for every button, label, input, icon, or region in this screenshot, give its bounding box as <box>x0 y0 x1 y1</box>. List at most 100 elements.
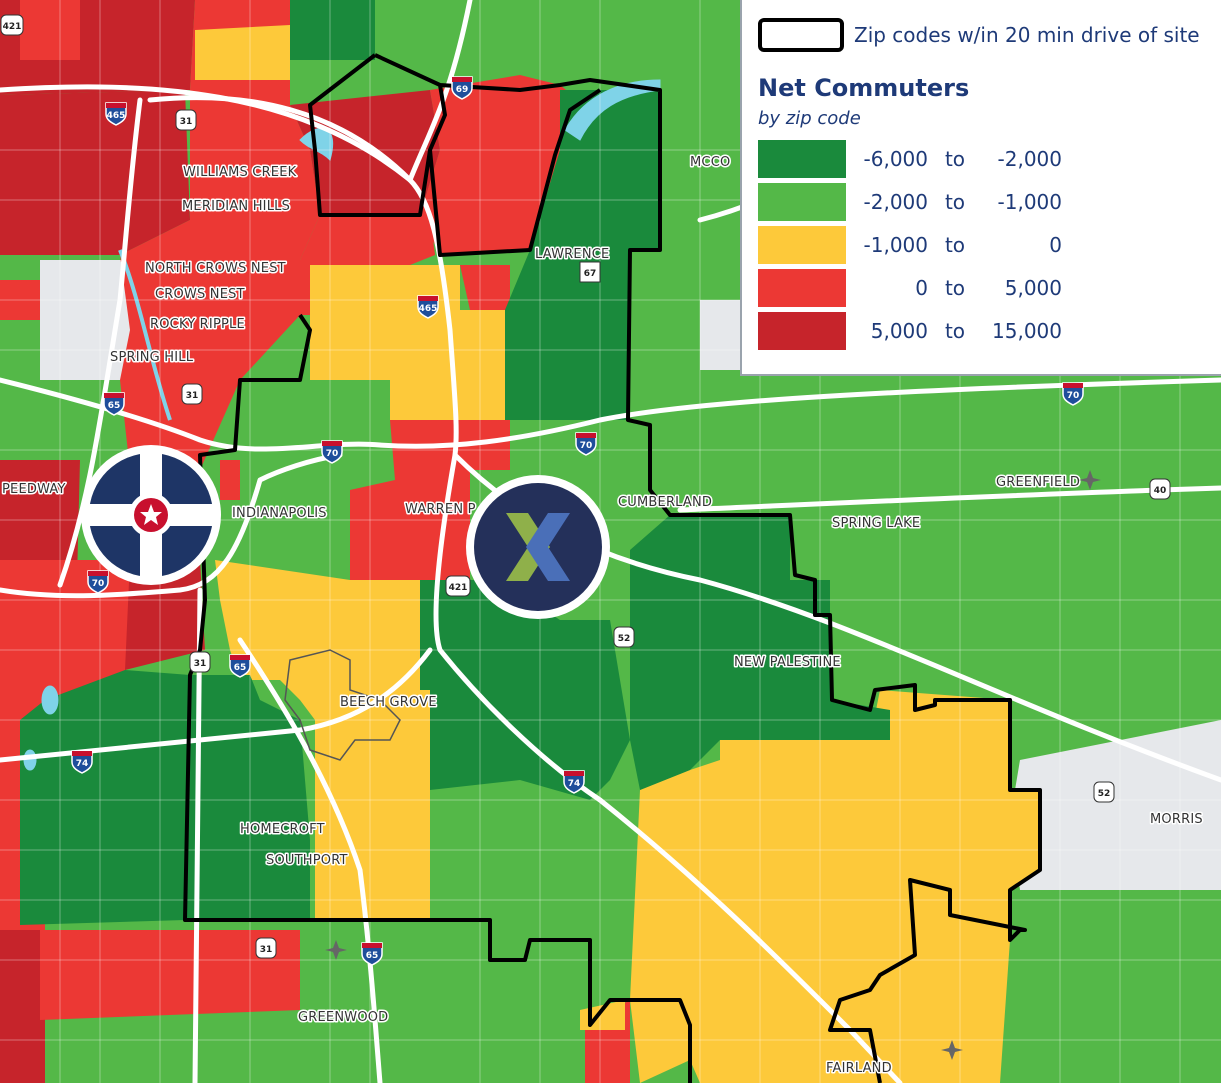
interstate-shield: 70 <box>1062 382 1084 406</box>
label-cumberland: CUMBERLAND <box>618 495 712 510</box>
airport-icon <box>325 470 1101 1060</box>
interstate-shield: 65 <box>103 392 125 416</box>
svg-text:31: 31 <box>194 659 207 669</box>
label-warren-park: WARREN P <box>405 502 476 517</box>
svg-text:65: 65 <box>108 401 121 411</box>
legend-bin-high: -1,000 <box>997 190 1062 214</box>
svg-text:70: 70 <box>580 441 593 451</box>
interstate-shield: 65 <box>361 942 383 966</box>
legend-bin: 0 to 5,000 <box>758 269 1188 307</box>
label-fairland: FAIRLAND <box>826 1061 892 1076</box>
label-meridian-hills: MERIDIAN HILLS <box>182 199 290 214</box>
label-new-palestine: NEW PALESTINE <box>734 655 841 670</box>
label-north-crows-nest: NORTH CROWS NEST <box>145 261 286 276</box>
us-route-shield: 40 <box>1149 478 1171 500</box>
legend-bin-high: -2,000 <box>997 147 1062 171</box>
us-route-shield: 31 <box>175 109 197 131</box>
legend-subtitle: by zip code <box>758 108 861 129</box>
legend-bin: -6,000 to -2,000 <box>758 140 1188 178</box>
interstate-shield: 74 <box>563 770 585 794</box>
legend-bin-high: 0 <box>1049 233 1062 257</box>
legend-title: Net Commuters <box>758 74 970 102</box>
interstate-shield: 465 <box>417 295 439 319</box>
svg-text:31: 31 <box>260 945 273 955</box>
svg-text:421: 421 <box>449 583 468 593</box>
svg-text:40: 40 <box>1154 486 1167 496</box>
us-route-shield: 31 <box>255 937 277 959</box>
interstate-shield: 70 <box>575 432 597 456</box>
svg-text:421: 421 <box>3 22 22 32</box>
us-route-shield: 52 <box>1093 781 1115 803</box>
legend-bin-low: -6,000 <box>863 147 928 171</box>
label-williams-creek: WILLIAMS CREEK <box>183 165 297 180</box>
label-indianapolis: INDIANAPOLIS <box>232 506 327 521</box>
legend-bin-sep: to <box>944 147 966 171</box>
city-boundaries <box>284 649 401 761</box>
us-route-shield: 421 <box>0 14 24 36</box>
legend-bin-low: -1,000 <box>863 233 928 257</box>
svg-text:67: 67 <box>584 269 597 279</box>
label-spring-lake: SPRING LAKE <box>832 516 920 531</box>
label-homecroft: HOMECROFT <box>240 822 325 837</box>
site-x-logo-icon[interactable] <box>466 475 610 619</box>
svg-text:70: 70 <box>92 579 105 589</box>
us-route-shield: 31 <box>181 383 203 405</box>
legend-bin: 5,000 to 15,000 <box>758 312 1188 350</box>
svg-text:69: 69 <box>456 85 469 95</box>
svg-text:74: 74 <box>76 759 89 769</box>
interstate-shield: 70 <box>87 570 109 594</box>
label-morristown: MORRIS <box>1150 812 1203 827</box>
us-route-shield: 52 <box>613 626 635 648</box>
svg-text:52: 52 <box>618 634 631 644</box>
label-speedway: PEEDWAY <box>2 482 66 497</box>
legend-bin-sep: to <box>944 190 966 214</box>
legend-bin-low: -2,000 <box>863 190 928 214</box>
interstate-shield: 70 <box>321 440 343 464</box>
label-lawrence: LAWRENCE <box>535 247 609 262</box>
label-greenfield: GREENFIELD <box>996 475 1080 490</box>
us-route-shield: 31 <box>189 651 211 673</box>
legend-zip-boundary-swatch <box>758 18 844 52</box>
legend-bin-sep: to <box>944 276 966 300</box>
svg-text:74: 74 <box>568 779 581 789</box>
zones-yellow <box>195 25 1040 1083</box>
legend-bin-low: 5,000 <box>870 319 928 343</box>
legend-swatch <box>758 140 846 178</box>
legend-swatch <box>758 269 846 307</box>
interstate-shield: 465 <box>105 102 127 126</box>
svg-text:465: 465 <box>419 304 438 314</box>
legend-swatch <box>758 183 846 221</box>
svg-text:70: 70 <box>1067 391 1080 401</box>
label-greenwood: GREENWOOD <box>298 1010 388 1025</box>
interstate-shield: 65 <box>229 654 251 678</box>
label-mccordsville: MCCO <box>690 155 730 170</box>
legend-zip-boundary-row: Zip codes w/in 20 min drive of site <box>758 18 1200 52</box>
svg-text:465: 465 <box>107 111 126 121</box>
map-legend: Zip codes w/in 20 min drive of site Net … <box>740 0 1221 376</box>
us-route-shield: 421 <box>445 575 471 597</box>
label-beech-grove: BEECH GROVE <box>340 695 437 710</box>
state-route-shield: 67 <box>579 261 601 283</box>
legend-bin: -2,000 to -1,000 <box>758 183 1188 221</box>
legend-swatch <box>758 312 846 350</box>
label-spring-hill: SPRING HILL <box>110 350 194 365</box>
legend-zip-boundary-label: Zip codes w/in 20 min drive of site <box>854 23 1200 47</box>
svg-text:52: 52 <box>1098 789 1111 799</box>
svg-text:31: 31 <box>180 117 193 127</box>
drive-time-boundary <box>183 53 1042 1083</box>
svg-text:65: 65 <box>234 663 247 673</box>
legend-bin-sep: to <box>944 319 966 343</box>
legend-bin-high: 5,000 <box>1004 276 1062 300</box>
indianapolis-city-seal-icon[interactable] <box>81 445 221 585</box>
svg-text:31: 31 <box>186 391 199 401</box>
svg-text:70: 70 <box>326 449 339 459</box>
highway-shields: 465 69 465 421 31 31 67 65 70 70 70 40 7… <box>0 14 1171 966</box>
label-rocky-ripple: ROCKY RIPPLE <box>150 317 245 332</box>
legend-bin-high: 15,000 <box>992 319 1062 343</box>
interstate-shield: 74 <box>71 750 93 774</box>
place-labels: WILLIAMS CREEK MERIDIAN HILLS NORTH CROW… <box>1 154 1205 1078</box>
legend-bin: -1,000 to 0 <box>758 226 1188 264</box>
svg-text:65: 65 <box>366 951 379 961</box>
